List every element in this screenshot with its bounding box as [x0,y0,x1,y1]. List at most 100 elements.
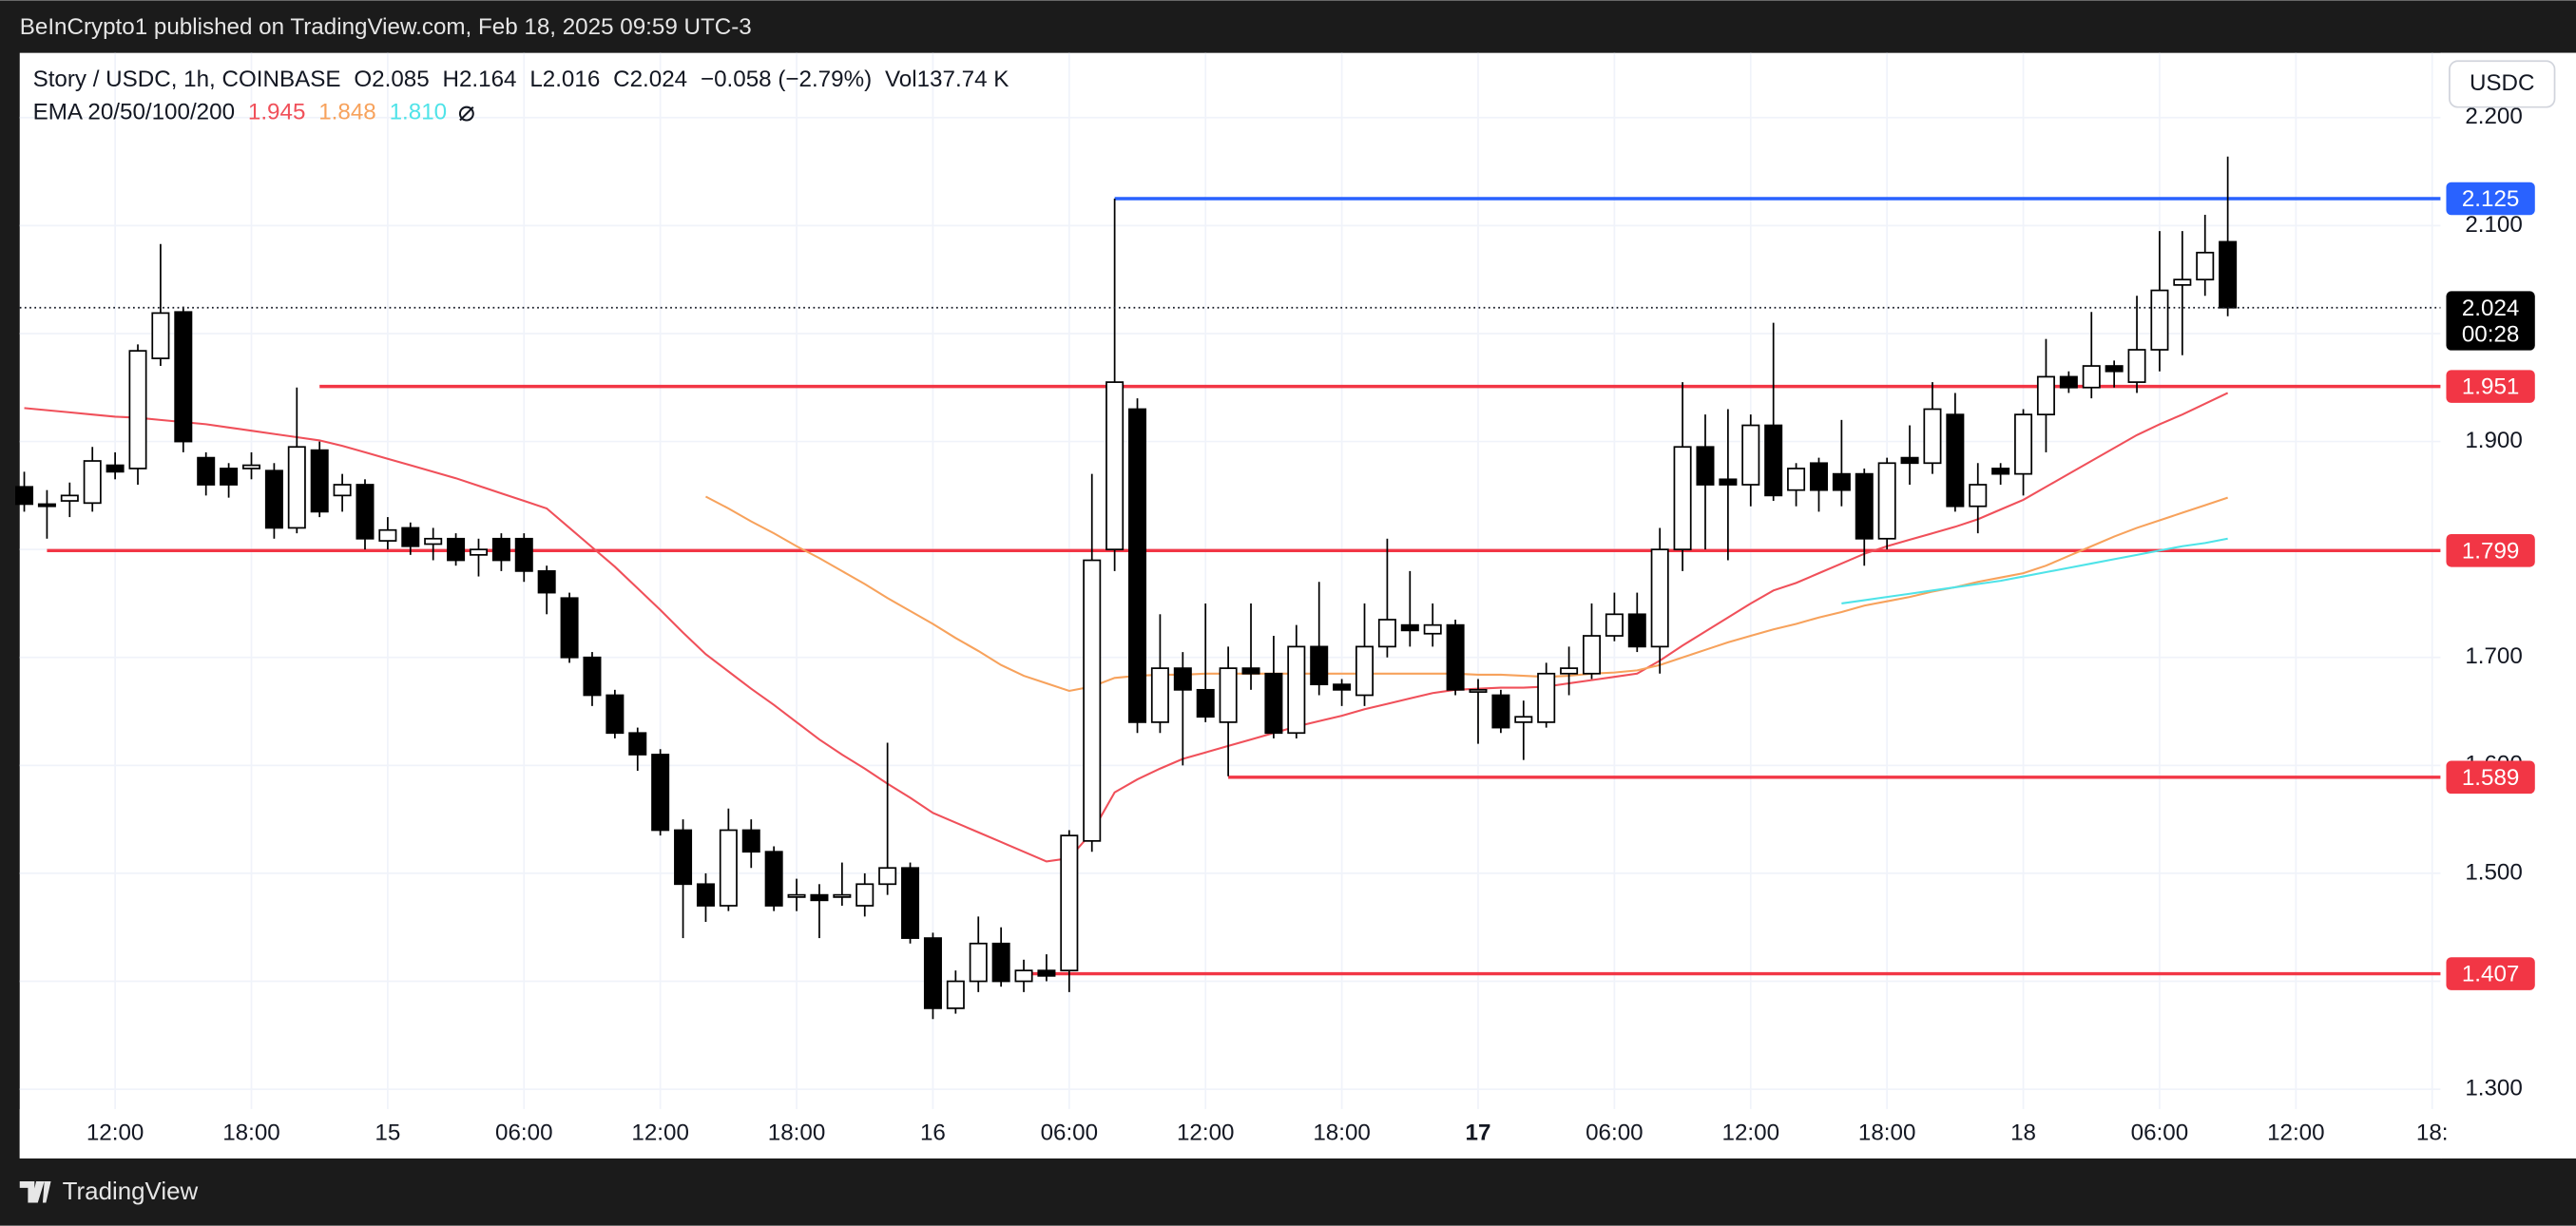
candle-body [537,570,556,594]
y-tick-label: 1.700 [2465,643,2523,669]
candle-body [1173,667,1192,691]
candle-body [174,311,193,443]
candle-body [1128,408,1147,723]
candle-body [1037,969,1056,977]
ema-value: 1.848 [318,100,376,125]
level-price-label: 2.125 [2462,186,2520,212]
x-tick-label: 12:00 [631,1120,689,1145]
indicator-name: EMA 20/50/100/200 [33,100,235,125]
candle-body [264,469,283,529]
candle-body [901,867,920,939]
candle-body [1809,462,1828,491]
candle-body [1560,667,1579,675]
candle-body [855,883,875,907]
candle-body [1537,672,1556,723]
ema-line [24,392,2229,863]
candle-body [1196,688,1215,718]
candle-body [491,537,510,562]
volume: Vol137.74 K [885,67,1009,92]
candle-body [1877,462,1896,540]
level-price-box [2446,534,2535,567]
x-tick-label: 15 [375,1120,400,1145]
candle-body [2196,251,2215,281]
candle-body [514,537,533,572]
candle-body [2127,349,2146,383]
x-tick-label: 18:00 [1313,1120,1371,1145]
change: −0.058 (−2.79%) [701,67,872,92]
candle-body [1150,667,1169,723]
candle-body [1446,623,1465,691]
candle-body [1969,484,1988,508]
ohlc: O2.085 [354,67,429,92]
candle-body [333,484,352,497]
candle-body [878,867,897,886]
candle-body [719,829,738,907]
plot-area: 1.3001.4001.5001.6001.7001.8001.9002.000… [15,52,2576,1159]
brand-text: TradingView [63,1178,199,1205]
candle-body [1605,613,1624,637]
candle-body [1469,688,1488,693]
candle-body [2219,240,2238,309]
candle-body [1105,381,1125,551]
candle-body [1491,694,1510,729]
published-text: BeInCrypto1 published on TradingView.com… [20,14,752,40]
y-tick-label: 2.200 [2465,104,2523,129]
candle-body [741,829,760,853]
x-tick-label: 18:00 [768,1120,826,1145]
candle-body [1264,672,1283,735]
x-tick-label: 12:00 [2267,1120,2325,1145]
candle-body [1423,623,1442,635]
y-tick-label: 1.300 [2465,1075,2523,1101]
x-tick-label: 06:00 [1586,1120,1644,1145]
candle-body [1219,667,1238,723]
candle-body [1741,424,1760,486]
x-tick-label: 06:00 [1041,1120,1099,1145]
time-axis [19,1108,2442,1159]
candle-body [1923,408,1942,465]
ohlc: L2.016 [529,67,600,92]
x-tick-label: 18 [2010,1120,2036,1145]
candle-body [1673,446,1692,551]
candle-body [1946,413,1965,508]
candle-body [560,597,579,659]
candle-body [1400,623,1419,632]
candle-body [1832,472,1851,491]
x-tick-label: 16 [920,1120,946,1145]
candle-body [1083,559,1102,842]
x-tick-label: 12:00 [1722,1120,1780,1145]
x-tick-label: 06:00 [2131,1120,2189,1145]
countdown-label: 00:28 [2462,321,2520,347]
candle-body [378,528,397,542]
level-price-box [2446,182,2535,216]
candle-body [83,460,102,505]
candle-body [583,656,602,697]
x-tick-label: 18: [2416,1120,2449,1145]
chart-panel [19,52,2576,1159]
legend-indicator: EMA 20/50/100/200 1.945 1.848 1.810 [33,100,448,125]
x-tick-label: 12:00 [1177,1120,1235,1145]
legend-main: Story / USDC, 1h, COINBASE O2.085 H2.164 L2… [33,67,1009,92]
candle-body [128,350,147,469]
candle-body [197,456,216,486]
level-price-box [2446,957,2535,990]
candle-body [696,883,715,907]
level-price-label: 1.799 [2462,538,2520,564]
candle-body [2014,413,2033,475]
candle-body [2082,365,2101,389]
currency-button[interactable] [2449,60,2556,108]
hide-icon[interactable] [458,105,474,122]
x-tick-label: 06:00 [495,1120,553,1145]
candle-body [606,694,625,735]
candle-body [2036,375,2055,416]
candle-body [106,464,125,473]
symbol: Story / USDC, 1h, COINBASE [33,67,341,92]
candle-body [356,484,375,540]
candle-body [1696,446,1715,486]
candle-body [651,754,670,832]
candle-body [1900,456,1919,465]
candle-body [424,537,443,546]
candle-body [1310,645,1329,686]
candle-body [833,893,852,898]
